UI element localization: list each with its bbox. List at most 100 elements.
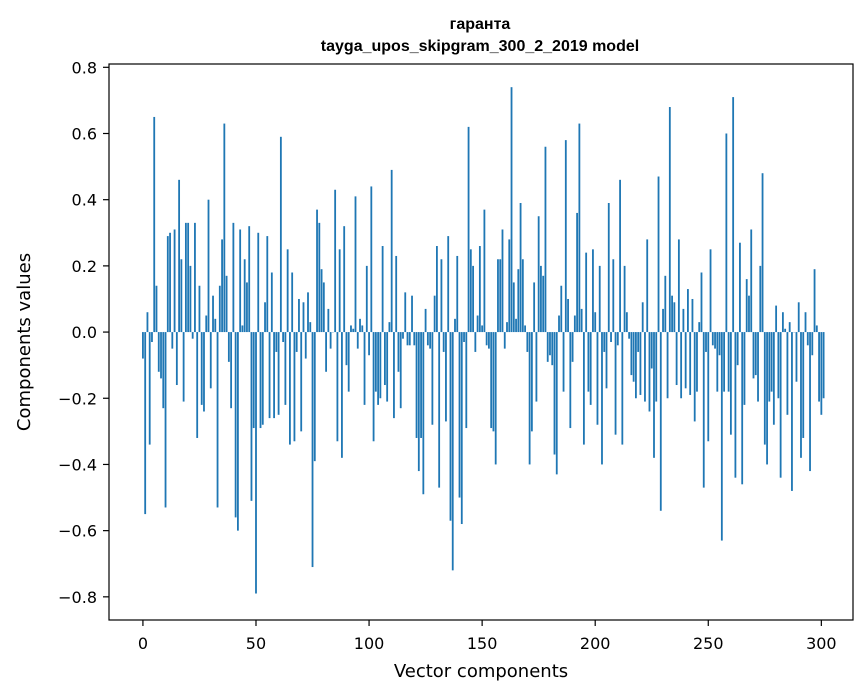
bar-118 [408,332,411,346]
bar-147 [474,332,477,352]
y-tick-label: −0.6 [58,522,97,541]
bar-278 [770,332,773,392]
bar-137 [451,332,454,571]
bar-158 [499,259,502,333]
bar-95 [356,332,359,349]
bar-19 [184,222,187,333]
bar-70 [300,332,303,432]
bar-20 [187,222,190,333]
bar-160 [503,332,506,349]
bar-166 [517,269,520,333]
bar-176 [540,265,542,333]
bar-213 [623,265,626,333]
y-tick-label: 0.6 [72,125,97,144]
bar-72 [304,332,307,359]
bar-54 [264,302,266,333]
bar-233 [668,107,671,333]
bar-258 [725,133,728,333]
bar-152 [485,332,488,346]
bar-62 [282,332,285,342]
bar-162 [508,239,511,333]
bar-291 [800,332,802,458]
bar-168 [521,259,524,333]
bar-281 [777,332,780,399]
y-tick-label: 0.4 [72,191,97,210]
bar-104 [377,332,380,405]
bar-117 [406,332,409,346]
bar-189 [569,332,572,429]
bar-1 [144,332,147,515]
bar-259 [727,332,730,392]
bar-294 [806,332,809,346]
bar-59 [275,332,278,352]
bar-246 [698,322,701,333]
bar-254 [716,332,719,392]
bar-190 [571,332,574,362]
bar-96 [359,318,361,333]
plot-frame [108,63,854,621]
bar-297 [813,269,816,333]
bar-184 [558,315,560,333]
bar-150 [481,325,484,333]
bar-245 [696,332,698,392]
bar-138 [454,318,456,333]
bar-208 [612,259,615,333]
bar-40 [232,222,235,333]
bar-264 [739,242,741,333]
bar-83 [329,332,332,349]
bars-group [142,87,825,594]
bar-277 [768,332,771,402]
bar-279 [772,332,775,425]
bar-110 [390,169,393,333]
bar-36 [223,123,226,333]
bar-76 [313,332,316,462]
x-tick-label: 300 [806,634,837,653]
bar-169 [524,325,526,333]
bar-21 [189,265,192,333]
bar-296 [811,332,814,356]
bar-188 [567,298,569,333]
bar-46 [246,282,248,333]
bar-285 [786,332,789,415]
bar-207 [610,332,612,342]
bar-167 [519,203,522,333]
bar-33 [216,332,219,508]
bar-75 [311,332,314,568]
bar-237 [677,239,680,333]
bar-217 [632,332,635,382]
bar-274 [761,173,764,333]
bar-57 [270,272,273,333]
bar-256 [720,332,723,541]
bar-13 [171,332,174,349]
bar-156 [494,332,497,465]
x-tick-label: 150 [467,634,498,653]
bar-194 [580,308,583,333]
bar-203 [601,332,603,465]
bar-15 [175,332,178,386]
bar-226 [653,332,655,458]
bar-234 [671,295,673,333]
bar-77 [316,209,318,333]
bar-139 [456,255,459,333]
x-tick-label: 0 [138,634,148,653]
bar-49 [252,332,255,429]
bar-41 [234,332,237,518]
bar-105 [379,332,382,399]
bar-210 [616,332,619,346]
bar-235 [673,302,676,333]
x-axis-label: Vector components [394,661,568,682]
bar-201 [596,332,599,425]
bar-50 [255,332,257,594]
bar-225 [650,332,653,369]
bar-153 [488,332,490,349]
bar-56 [268,332,271,419]
bar-199 [592,249,594,333]
bar-251 [709,249,712,333]
y-tick-label: −0.8 [58,588,97,607]
bar-206 [607,203,610,333]
bar-230 [662,308,664,333]
bar-112 [395,255,398,333]
bar-270 [752,332,755,379]
bar-151 [483,209,486,333]
bar-170 [526,332,529,352]
